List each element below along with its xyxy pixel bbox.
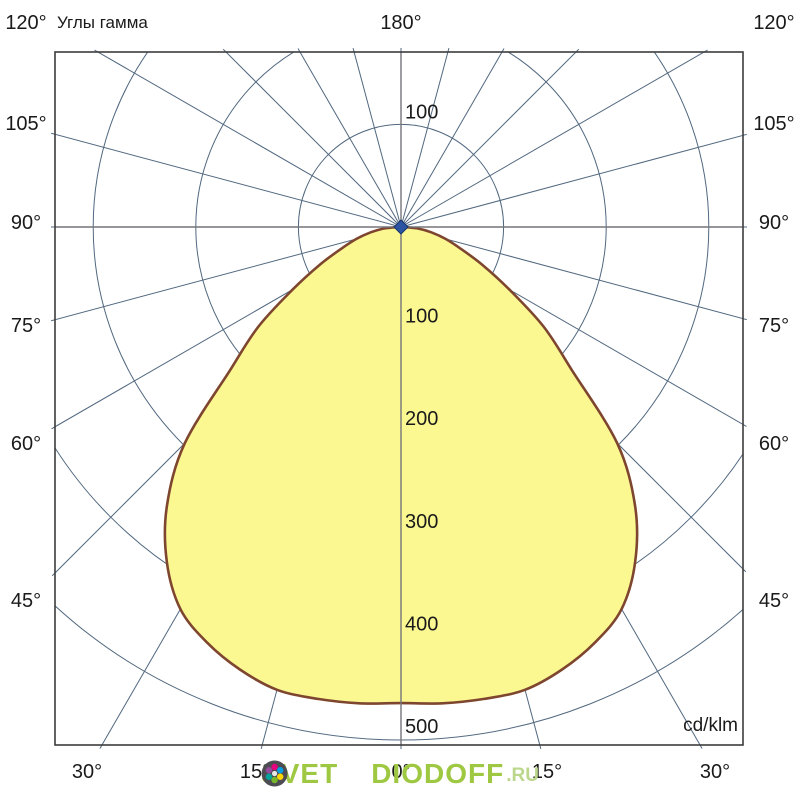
gamma-ray: [55, 226, 402, 321]
gamma-label-bottom: 0°: [391, 761, 410, 783]
gamma-label-left: 90°: [11, 212, 41, 234]
gamma-ray: [400, 52, 449, 228]
gamma-label-right: 105°: [753, 113, 794, 135]
ring-label: 200: [405, 408, 438, 430]
gamma-ray: [400, 226, 743, 320]
gamma-ray: [353, 52, 402, 228]
gamma-label-right: 90°: [759, 212, 789, 234]
gamma-label-bottom: 30°: [72, 761, 102, 783]
watermark-suffix: DIODOFF: [371, 758, 505, 789]
ring-label: 400: [405, 613, 438, 635]
gamma-label-left: 105°: [5, 113, 46, 135]
gamma-ray: [400, 52, 503, 228]
gamma-label-right: 120°: [753, 12, 794, 34]
gamma-ray: [400, 134, 743, 228]
gamma-ray: [400, 52, 577, 228]
gamma-label-left: 120°: [5, 12, 46, 34]
ring-label: 300: [405, 511, 438, 533]
gamma-label-bottom: 30°: [700, 761, 730, 783]
gamma-180-label: 180°: [380, 12, 422, 34]
gamma-ray: [400, 226, 743, 426]
gamma-label-left: 45°: [11, 590, 41, 612]
gamma-ray: [225, 52, 402, 228]
chart-frame: [54, 51, 744, 746]
gamma-label-right: 45°: [759, 590, 789, 612]
gamma-ray: [299, 52, 402, 228]
gamma-ray: [55, 226, 402, 428]
gamma-label-right: 60°: [759, 433, 789, 455]
ring-label-top: 100: [405, 101, 438, 123]
gamma-label-bottom: 15°: [532, 761, 562, 783]
watermark-logo-icon: [261, 760, 368, 788]
watermark-tld: .RU: [506, 765, 539, 786]
unit-label: cd/klm: [683, 715, 738, 736]
gamma-ray: [400, 52, 706, 228]
gamma-label-right: 75°: [759, 315, 789, 337]
gamma-label-left: 60°: [11, 433, 41, 455]
ring-label: 500: [405, 716, 438, 738]
watermark: SVET DIODOFF .RU: [261, 760, 539, 788]
gamma-ray: [55, 133, 402, 228]
gamma-ray: [96, 52, 402, 228]
gamma-label-left: 75°: [11, 315, 41, 337]
ring-label: 100: [405, 306, 438, 328]
photometric-center-marker: [393, 219, 409, 235]
chart-title: Углы гамма: [57, 13, 148, 32]
